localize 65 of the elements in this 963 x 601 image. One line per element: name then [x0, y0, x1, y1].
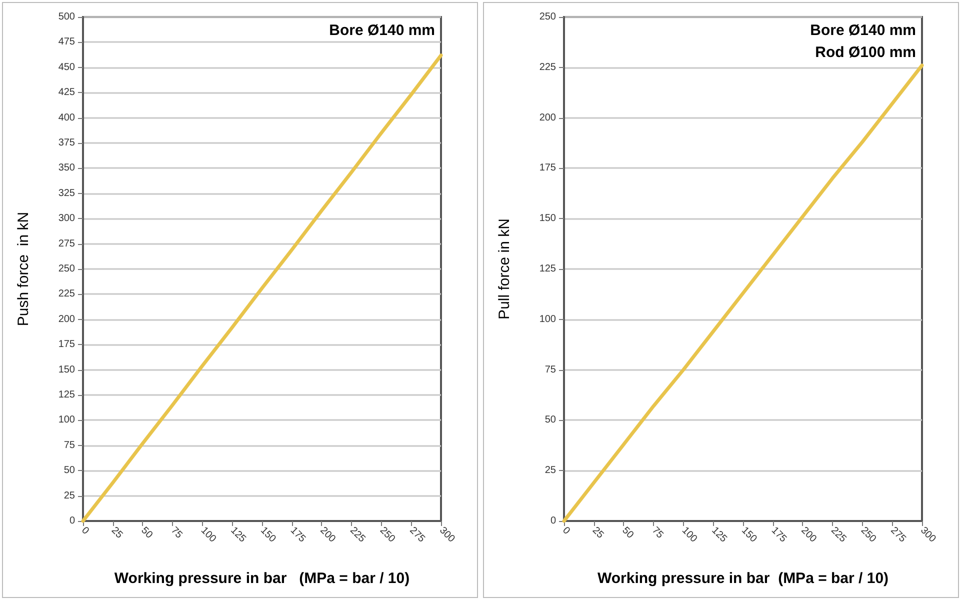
y-tick-label: 200 — [539, 112, 556, 124]
x-axis-title: Working pressure in bar (MPa = bar / 10) — [114, 570, 410, 587]
y-tick-label: 150 — [539, 213, 556, 224]
y-tick-label: 150 — [58, 364, 76, 376]
y-tick-label: 225 — [539, 62, 556, 73]
x-tick-label: 100 — [679, 525, 700, 545]
x-tick-label: 0 — [560, 525, 572, 538]
x-tick-label: 200 — [798, 525, 819, 545]
y-tick-label: 425 — [58, 87, 76, 98]
x-tick-label: 250 — [377, 525, 398, 545]
x-tick-label: 300 — [437, 525, 457, 545]
y-tick-label: 0 — [550, 516, 556, 526]
x-tick-label: 300 — [918, 525, 938, 545]
y-tick-label: 100 — [539, 314, 556, 325]
x-tick-label: 0 — [79, 525, 92, 538]
annotation: Bore Ø140 mm — [810, 22, 916, 39]
y-axis-title: Push force in kN — [15, 212, 32, 326]
y-tick-label: 300 — [58, 213, 76, 224]
x-tick-label: 25 — [108, 525, 125, 542]
y-tick-label: 375 — [58, 138, 76, 148]
x-tick-label: 75 — [650, 525, 666, 542]
x-axis-title: Working pressure in bar (MPa = bar / 10) — [597, 570, 889, 587]
x-tick-label: 150 — [739, 525, 759, 545]
x-tick-label: 150 — [258, 525, 278, 545]
x-tick-label: 200 — [318, 525, 338, 545]
y-tick-label: 200 — [58, 314, 76, 325]
y-tick-label: 75 — [64, 440, 76, 451]
x-tick-label: 75 — [168, 525, 185, 542]
y-tick-label: 350 — [58, 162, 76, 174]
y-axis-title: Pull force in kN — [496, 218, 513, 320]
y-tick-label: 325 — [58, 188, 76, 199]
x-tick-label: 225 — [828, 525, 848, 545]
x-tick-label: 275 — [888, 525, 908, 545]
x-tick-label: 175 — [288, 525, 308, 545]
y-tick-label: 25 — [544, 465, 556, 476]
x-tick-label: 125 — [228, 525, 248, 545]
y-tick-label: 250 — [58, 264, 76, 274]
x-tick-label: 125 — [709, 525, 730, 545]
x-tick-label: 250 — [858, 525, 878, 545]
y-tick-label: 125 — [539, 264, 556, 274]
y-tick-label: 250 — [539, 12, 556, 22]
y-tick-label: 75 — [544, 364, 556, 376]
x-tick-label: 275 — [407, 525, 428, 545]
y-tick-label: 50 — [544, 414, 556, 426]
x-tick-label: 100 — [198, 525, 218, 545]
x-tick-label: 50 — [620, 525, 636, 542]
x-tick-label: 25 — [590, 525, 606, 542]
y-tick-label: 25 — [64, 490, 76, 502]
y-tick-label: 175 — [58, 339, 76, 350]
y-tick-label: 50 — [64, 465, 76, 476]
annotation: Rod Ø100 mm — [815, 44, 916, 61]
y-tick-label: 475 — [58, 36, 76, 48]
y-tick-label: 275 — [58, 238, 76, 250]
x-tick-label: 175 — [768, 525, 789, 545]
y-tick-label: 450 — [58, 62, 76, 73]
x-tick-label: 50 — [138, 525, 155, 542]
y-tick-label: 0 — [69, 516, 76, 526]
y-tick-label: 175 — [539, 162, 556, 174]
x-tick-label: 225 — [348, 525, 368, 545]
y-tick-label: 100 — [58, 414, 76, 426]
y-tick-label: 500 — [58, 12, 76, 22]
annotation: Bore Ø140 mm — [329, 22, 436, 39]
y-tick-label: 125 — [58, 390, 76, 400]
y-tick-label: 400 — [58, 112, 76, 124]
y-tick-label: 225 — [58, 288, 76, 300]
